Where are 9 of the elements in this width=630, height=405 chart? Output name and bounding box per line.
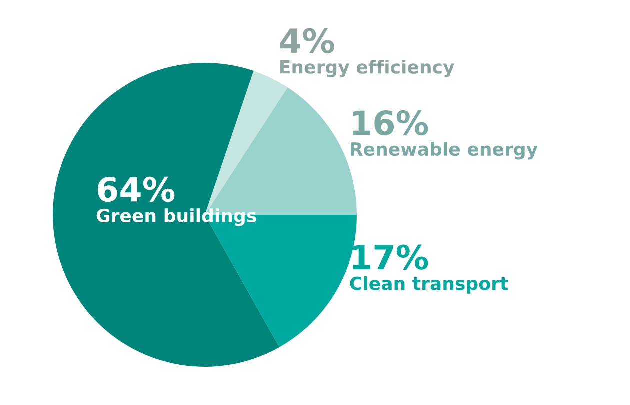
slice-label: Renewable energy — [351, 142, 538, 160]
slice-label: Green buildings — [96, 208, 256, 226]
data-label: 4% — [280, 28, 334, 54]
data-label: 64% — [98, 176, 175, 202]
slice-label: Energy efficiency — [280, 60, 454, 78]
data-label: 17% — [353, 244, 428, 270]
slice-label: Clean transport — [350, 276, 508, 294]
pie-slice — [53, 63, 280, 367]
data-label: 16% — [353, 110, 428, 136]
